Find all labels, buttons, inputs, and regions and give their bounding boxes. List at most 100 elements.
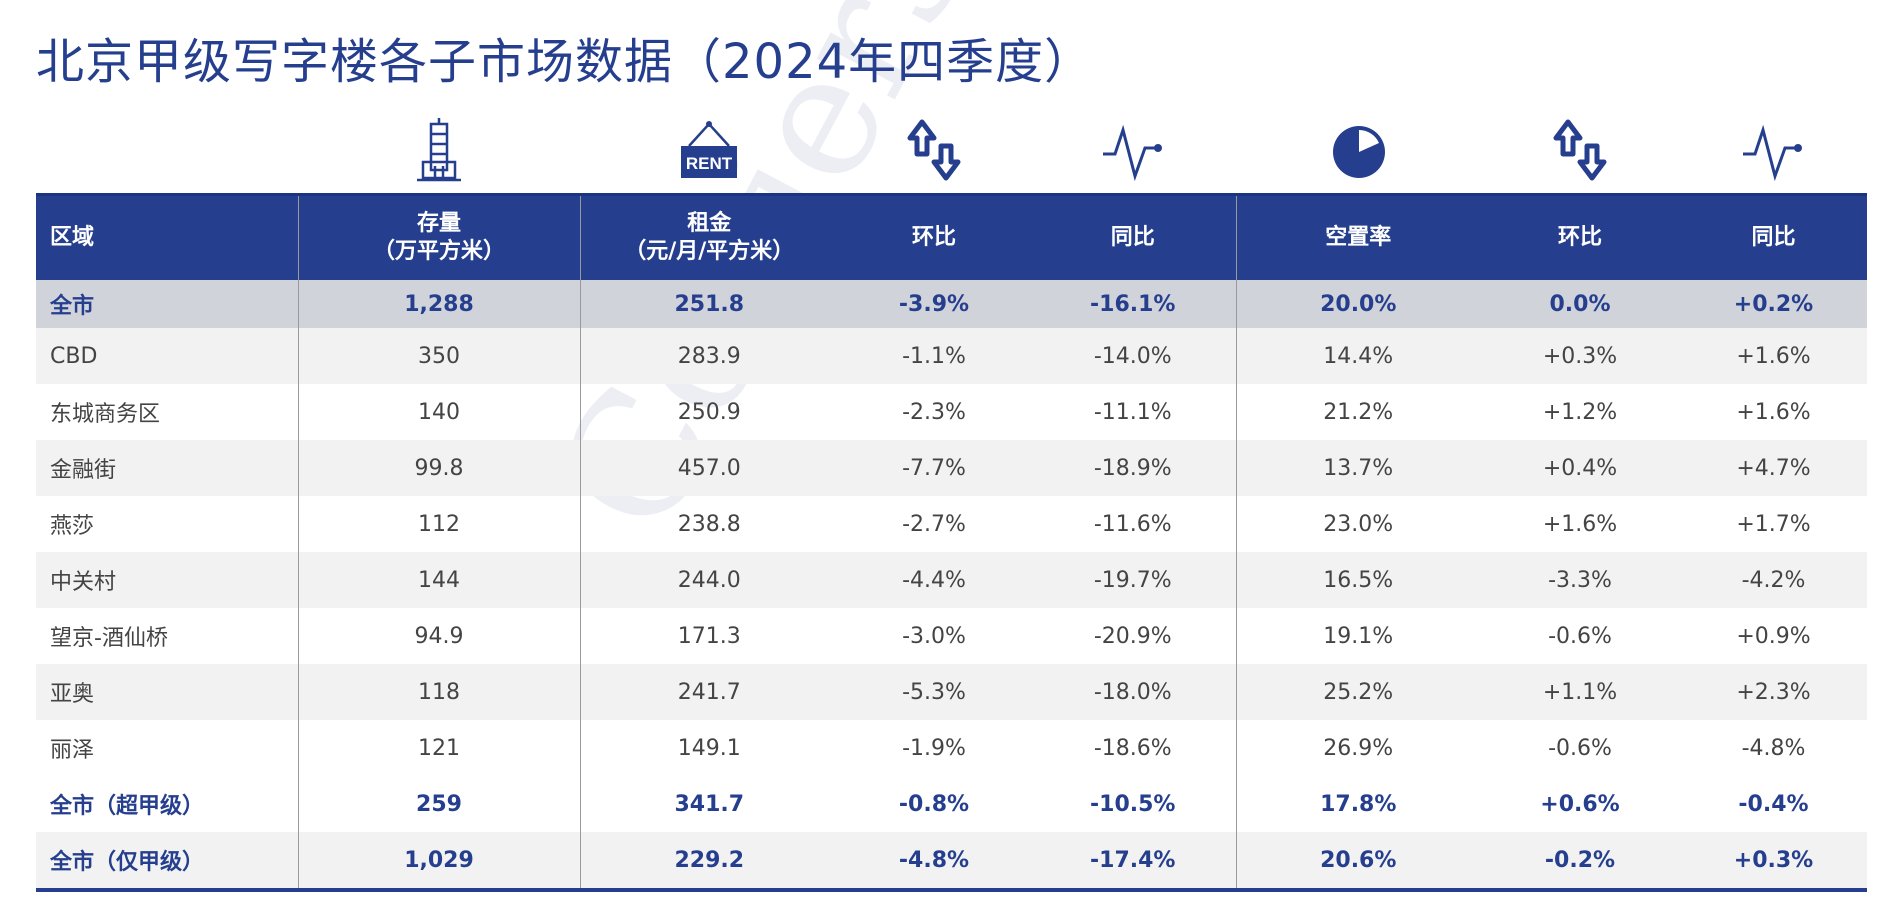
cell-region: 全市（仅甲级） — [36, 832, 299, 892]
cell-rent-qoq: -1.9% — [902, 735, 966, 761]
cell-vac-qoq: +1.6% — [1542, 511, 1618, 537]
cell-region: 丽泽 — [36, 720, 299, 776]
cell-vac-qoq: -0.6% — [1548, 623, 1612, 649]
table-row: 东城商务区 140 250.9 -2.3% -11.1% 21.2% +1.2% +1.6% — [36, 384, 1867, 440]
header-rent: 租金 （元/月/平方米） — [580, 193, 838, 280]
cell-vacancy: 13.7% — [1236, 440, 1480, 496]
header-vacancy-qoq: 环比 — [1480, 193, 1680, 280]
cell-vac-qoq: -3.3% — [1480, 552, 1680, 608]
cell-vac-yoy: -0.4% — [1738, 791, 1809, 817]
header-stock: 存量 （万平方米） — [298, 193, 581, 280]
table-header: 区域 存量 （万平方米） 租金 （元/月/平方米） 环比 同比 空置率 环比 同比 — [36, 193, 1867, 280]
cell-stock: 121 — [298, 720, 581, 776]
cell-stock: 94.9 — [298, 608, 581, 664]
cell-vac-yoy: -4.2% — [1680, 552, 1867, 608]
cell-rent: 283.9 — [580, 328, 838, 384]
cell-rent: 241.7 — [580, 664, 838, 720]
table-row: CBD 350 283.9 -1.1% -14.0% 14.4% +0.3% +1.6% — [36, 328, 1867, 384]
cell-rent-qoq: -1.1% — [838, 328, 1030, 384]
cell-stock: 1,288 — [298, 280, 581, 328]
cell-vac-yoy: +0.9% — [1736, 623, 1811, 649]
cell-stock: 259 — [298, 776, 581, 832]
cell-vacancy: 20.0% — [1236, 280, 1480, 328]
cell-stock: 99.8 — [298, 440, 581, 496]
table-row: 中关村 144 244.0 -4.4% -19.7% 16.5% -3.3% -4.2% — [36, 552, 1867, 608]
cell-vac-qoq: -0.2% — [1480, 832, 1680, 892]
cell-rent: 149.1 — [677, 735, 741, 761]
up-down-arrows-icon — [1553, 119, 1607, 181]
cell-rent: 250.9 — [677, 399, 741, 425]
cell-rent-qoq: -4.8% — [838, 832, 1030, 892]
cell-region: 燕莎 — [36, 496, 299, 552]
table-row: 燕莎 112 238.8 -2.7% -11.6% 23.0% +1.6% +1.7% — [36, 496, 1867, 552]
cell-rent-yoy: -17.4% — [1030, 832, 1237, 892]
table-row: 亚奥 118 241.7 -5.3% -18.0% 25.2% +1.1% +2.3% — [36, 664, 1867, 720]
up-down-arrows-icon — [907, 119, 961, 181]
cell-vac-yoy: -4.8% — [1741, 735, 1806, 761]
cell-rent-yoy: -18.0% — [1030, 664, 1237, 720]
cell-vac-qoq: -0.6% — [1548, 735, 1612, 761]
cell-vac-yoy: +1.6% — [1736, 399, 1811, 425]
table-row: 全市（仅甲级） 1,029 229.2 -4.8% -17.4% 20.6% -0.2% +0… — [36, 832, 1867, 892]
cell-rent: 171.3 — [677, 623, 741, 649]
cell-region: 亚奥 — [36, 664, 299, 720]
cell-vacancy: 21.2% — [1323, 399, 1394, 425]
cell-rent-yoy: -20.9% — [1030, 608, 1237, 664]
pie-icon — [1333, 126, 1385, 178]
cell-rent-qoq: -5.3% — [838, 664, 1030, 720]
cell-rent: 238.8 — [677, 511, 741, 537]
cell-stock: 1,029 — [298, 832, 581, 892]
building-icon — [417, 118, 461, 182]
cell-rent-yoy: -14.0% — [1030, 328, 1237, 384]
cell-rent-yoy: -16.1% — [1030, 280, 1237, 328]
cell-rent-yoy: -11.6% — [1030, 496, 1237, 552]
table-row: 丽泽 121 149.1 -1.9% -18.6% 26.9% -0.6% -4.8% — [36, 720, 1867, 776]
cell-rent-yoy: -18.6% — [1030, 720, 1237, 776]
cell-vac-qoq: +0.3% — [1480, 328, 1680, 384]
cell-rent: 251.8 — [580, 280, 838, 328]
cell-region: 全市 — [36, 280, 299, 328]
cell-vacancy: 25.2% — [1236, 664, 1480, 720]
cell-rent-yoy: -10.5% — [1030, 776, 1237, 832]
cell-rent-qoq: -2.3% — [902, 399, 966, 425]
cell-rent: 341.7 — [674, 791, 745, 817]
cell-vac-yoy: +1.7% — [1736, 511, 1811, 537]
cell-stock: 140 — [298, 384, 581, 440]
cell-region: CBD — [36, 328, 299, 384]
header-vacancy: 空置率 — [1236, 193, 1480, 280]
table-row: 金融街 99.8 457.0 -7.7% -18.9% 13.7% +0.4% +4.7% — [36, 440, 1867, 496]
cell-rent-yoy: -19.7% — [1030, 552, 1237, 608]
cell-vac-qoq: +0.6% — [1540, 791, 1620, 817]
cell-rent-qoq: -3.0% — [902, 623, 966, 649]
cell-vacancy: 19.1% — [1323, 623, 1394, 649]
cell-region: 金融街 — [36, 440, 299, 496]
table-row: 望京-酒仙桥 94.9 171.3 -3.0% -20.9% 19.1% -0.6% +0.9… — [36, 608, 1867, 664]
cell-vac-yoy: +2.3% — [1680, 664, 1867, 720]
cell-stock: 112 — [298, 496, 581, 552]
cell-rent: 457.0 — [580, 440, 838, 496]
cell-vac-yoy: +4.7% — [1680, 440, 1867, 496]
cell-rent-yoy: -11.1% — [1030, 384, 1237, 440]
cell-vac-yoy: +1.6% — [1680, 328, 1867, 384]
cell-region: 东城商务区 — [36, 384, 299, 440]
cell-stock: 144 — [298, 552, 581, 608]
cell-rent-qoq: -7.7% — [838, 440, 1030, 496]
cell-vacancy: 14.4% — [1236, 328, 1480, 384]
cell-rent-qoq: -0.8% — [898, 791, 970, 817]
cell-rent-qoq: -3.9% — [838, 280, 1030, 328]
cell-rent: 244.0 — [580, 552, 838, 608]
cell-vac-qoq: 0.0% — [1480, 280, 1680, 328]
cell-vac-qoq: +0.4% — [1480, 440, 1680, 496]
cell-vacancy: 20.6% — [1236, 832, 1480, 892]
cell-vac-qoq: +1.1% — [1480, 664, 1680, 720]
cell-region: 全市（超甲级） — [36, 776, 299, 832]
header-rent-qoq: 环比 — [838, 193, 1030, 280]
cell-rent: 229.2 — [580, 832, 838, 892]
cell-region: 望京-酒仙桥 — [36, 608, 299, 664]
pulse-line-icon — [1103, 124, 1162, 182]
total-row: 全市 1,288 251.8 -3.9% -16.1% 20.0% 0.0% +0.2% — [36, 280, 1867, 328]
svg-text:RENT: RENT — [686, 154, 733, 173]
header-region: 区域 — [36, 193, 299, 280]
rent-sign-icon: RENT — [681, 121, 737, 178]
cell-vacancy: 26.9% — [1323, 735, 1394, 761]
